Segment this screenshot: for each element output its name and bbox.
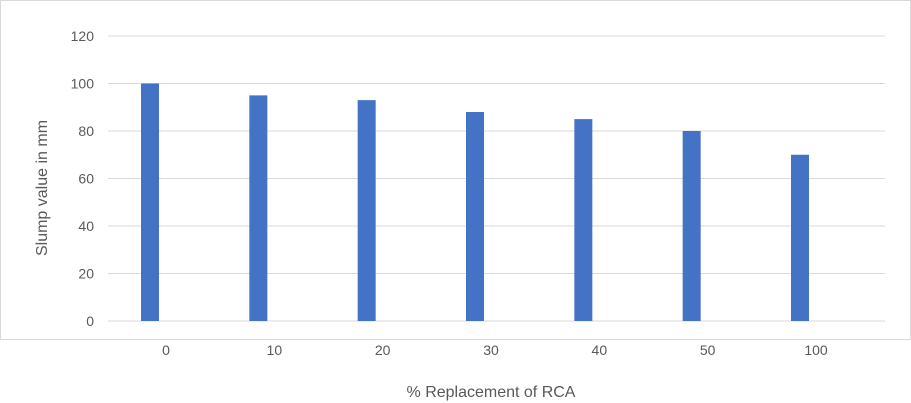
y-tick-label: 0: [86, 313, 94, 329]
bar: [574, 119, 593, 321]
bars: [141, 83, 809, 321]
x-axis-title: % Replacement of RCA: [407, 384, 576, 401]
bar: [682, 131, 701, 321]
y-axis-title: Slump value in mm: [34, 120, 51, 256]
y-tick-label: 60: [78, 171, 94, 187]
y-tick-label: 100: [71, 76, 95, 92]
y-tick-label: 120: [71, 28, 95, 44]
x-tick-label: 40: [592, 342, 608, 358]
y-tick-label: 20: [78, 266, 94, 282]
bar: [249, 95, 268, 321]
x-tick-label: 10: [267, 342, 283, 358]
bar: [357, 100, 376, 321]
x-tick-label: 0: [162, 342, 170, 358]
bar: [141, 83, 159, 321]
y-tick-label: 40: [78, 218, 94, 234]
x-tick-label: 100: [804, 342, 828, 358]
x-axis-ticks: 0 10 20 30 40 50 100: [162, 342, 828, 358]
gridlines: [108, 35, 885, 322]
x-tick-label: 50: [700, 342, 716, 358]
plot-frame: [0, 0, 911, 340]
y-axis-ticks: 0 20 40 60 80 100 120: [71, 28, 95, 329]
bar: [791, 154, 809, 321]
x-tick-label: 30: [483, 342, 499, 358]
bar: [466, 112, 484, 321]
y-tick-label: 80: [78, 123, 94, 139]
x-tick-label: 20: [375, 342, 391, 358]
